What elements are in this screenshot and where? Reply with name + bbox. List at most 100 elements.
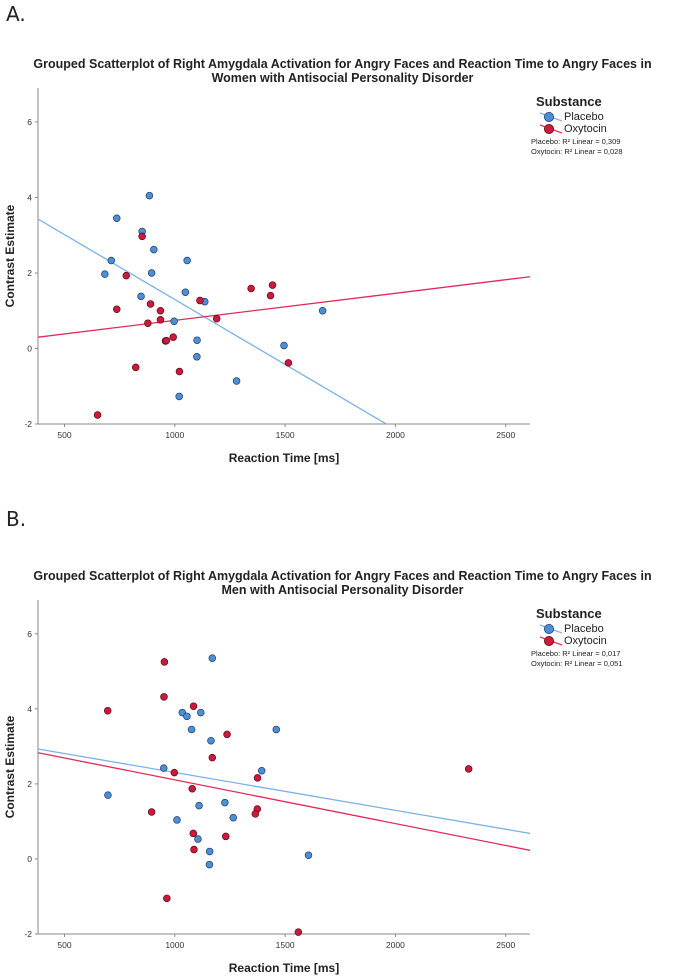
point-oxytocin xyxy=(131,363,140,372)
x-tick-label: 2500 xyxy=(496,940,515,950)
y-tick-label: 2 xyxy=(27,779,32,789)
x-tick-label: 500 xyxy=(57,940,71,950)
point-oxytocin xyxy=(189,702,198,710)
point-placebo xyxy=(145,191,154,200)
point-oxytocin xyxy=(156,316,165,324)
point-placebo xyxy=(257,767,266,775)
point-oxytocin xyxy=(251,810,260,818)
point-oxytocin xyxy=(169,333,177,341)
point-placebo xyxy=(193,336,201,344)
point-oxytocin xyxy=(147,808,156,816)
chart-b-title: Grouped Scatterplot of Right Amygdala Ac… xyxy=(0,569,685,597)
r2-note-placebo: Placebo: R² Linear = 0,309 xyxy=(531,137,621,146)
point-oxytocin xyxy=(284,359,293,367)
chart-a-legend: Substance Placebo Oxytocin Placebo: R² L… xyxy=(531,94,623,157)
chart-a-title: Grouped Scatterplot of Right Amygdala Ac… xyxy=(0,57,685,85)
point-oxytocin xyxy=(122,271,131,280)
point-placebo xyxy=(183,256,191,265)
point-oxytocin xyxy=(253,774,262,782)
oxytocin-marker-icon xyxy=(540,124,562,134)
point-oxytocin xyxy=(208,753,217,762)
point-oxytocin xyxy=(188,785,196,793)
point-placebo xyxy=(137,292,145,301)
point-placebo xyxy=(197,708,205,717)
point-oxytocin xyxy=(163,894,171,903)
point-placebo xyxy=(150,245,158,254)
point-placebo xyxy=(183,712,191,721)
point-placebo xyxy=(205,847,214,856)
point-oxytocin xyxy=(138,232,146,241)
x-tick-label: 2000 xyxy=(386,430,405,440)
point-placebo xyxy=(194,835,202,843)
y-tick-label: 6 xyxy=(27,117,32,127)
y-tick-label: 0 xyxy=(27,343,32,353)
legend-label-placebo: Placebo xyxy=(564,623,604,635)
y-tick-label: 4 xyxy=(27,704,32,714)
point-placebo xyxy=(170,317,178,326)
point-oxytocin xyxy=(160,658,169,666)
point-oxytocin xyxy=(196,296,204,305)
placebo-marker-icon xyxy=(540,624,562,634)
y-tick-label: 6 xyxy=(27,629,32,639)
chart-b-title-line-1: Grouped Scatterplot of Right Amygdala Ac… xyxy=(33,569,652,583)
legend-label-oxytocin: Oxytocin xyxy=(564,635,607,647)
point-placebo xyxy=(195,801,203,810)
point-oxytocin xyxy=(144,319,152,327)
panel-a-label: A. xyxy=(6,2,26,26)
point-oxytocin xyxy=(189,829,198,838)
point-placebo xyxy=(207,736,215,745)
point-placebo xyxy=(318,306,327,315)
point-oxytocin xyxy=(247,284,255,293)
x-tick-label: 500 xyxy=(57,430,71,440)
point-placebo xyxy=(187,725,196,734)
fit-line-oxytocin xyxy=(38,276,530,338)
chart-a-title-line-2: Women with Antisocial Personality Disord… xyxy=(211,71,474,85)
fit-line-placebo xyxy=(38,218,388,424)
r2-note-oxytocin: Oxytocin: R² Linear = 0,051 xyxy=(531,659,623,668)
point-placebo xyxy=(160,764,168,772)
point-placebo xyxy=(104,791,112,799)
legend-notes: Placebo: R² Linear = 0,309 Oxytocin: R² … xyxy=(531,137,623,157)
point-oxytocin xyxy=(190,845,198,854)
y-axis-label: Contrast Estimate xyxy=(3,715,17,818)
x-tick-label: 1500 xyxy=(276,940,295,950)
y-tick-label: 0 xyxy=(27,854,32,864)
legend-label-placebo: Placebo xyxy=(564,111,604,123)
point-placebo xyxy=(113,214,121,222)
x-tick-label: 1500 xyxy=(276,430,295,440)
point-placebo xyxy=(221,798,229,807)
fit-line-placebo xyxy=(38,748,530,835)
point-placebo xyxy=(232,377,241,385)
r2-note-oxytocin: Oxytocin: R² Linear = 0,028 xyxy=(531,147,623,156)
point-placebo xyxy=(193,353,201,361)
point-oxytocin xyxy=(162,336,171,345)
legend-item-oxytocin: Oxytocin xyxy=(536,123,623,135)
chart-b: 500 1000 1500 2000 2500 -2 0 2 4 6 Reaction Time [… xyxy=(3,600,530,975)
x-axis-label: Reaction Time [ms] xyxy=(229,961,339,975)
legend-notes: Placebo: R² Linear = 0,017 Oxytocin: R² … xyxy=(531,649,623,669)
point-oxytocin xyxy=(212,314,221,323)
legend-item-placebo: Placebo xyxy=(536,623,623,635)
y-axis-label: Contrast Estimate xyxy=(3,204,17,307)
point-oxytocin xyxy=(93,411,102,419)
point-oxytocin xyxy=(156,306,165,315)
point-placebo xyxy=(272,725,281,734)
legend-title: Substance xyxy=(536,606,602,621)
point-placebo xyxy=(101,270,109,278)
point-oxytocin xyxy=(266,291,275,300)
panel-b-label: B. xyxy=(6,507,27,531)
legend-label-oxytocin: Oxytocin xyxy=(564,123,607,135)
x-tick-label: 1000 xyxy=(165,940,184,950)
point-oxytocin xyxy=(294,928,303,936)
point-placebo xyxy=(208,654,217,662)
point-oxytocin xyxy=(222,832,230,841)
x-tick-label: 2000 xyxy=(386,940,405,950)
y-tick-label: 4 xyxy=(27,192,32,202)
legend-item-placebo: Placebo xyxy=(536,111,623,123)
point-placebo xyxy=(107,256,115,265)
y-tick-label: -2 xyxy=(24,929,32,939)
chart-a: 500 1000 1500 2000 2500 -2 0 2 4 6 Reaction Time [… xyxy=(3,88,530,465)
x-tick-label: 2500 xyxy=(496,430,515,440)
y-tick-label: -2 xyxy=(24,419,32,429)
point-oxytocin xyxy=(464,765,473,773)
